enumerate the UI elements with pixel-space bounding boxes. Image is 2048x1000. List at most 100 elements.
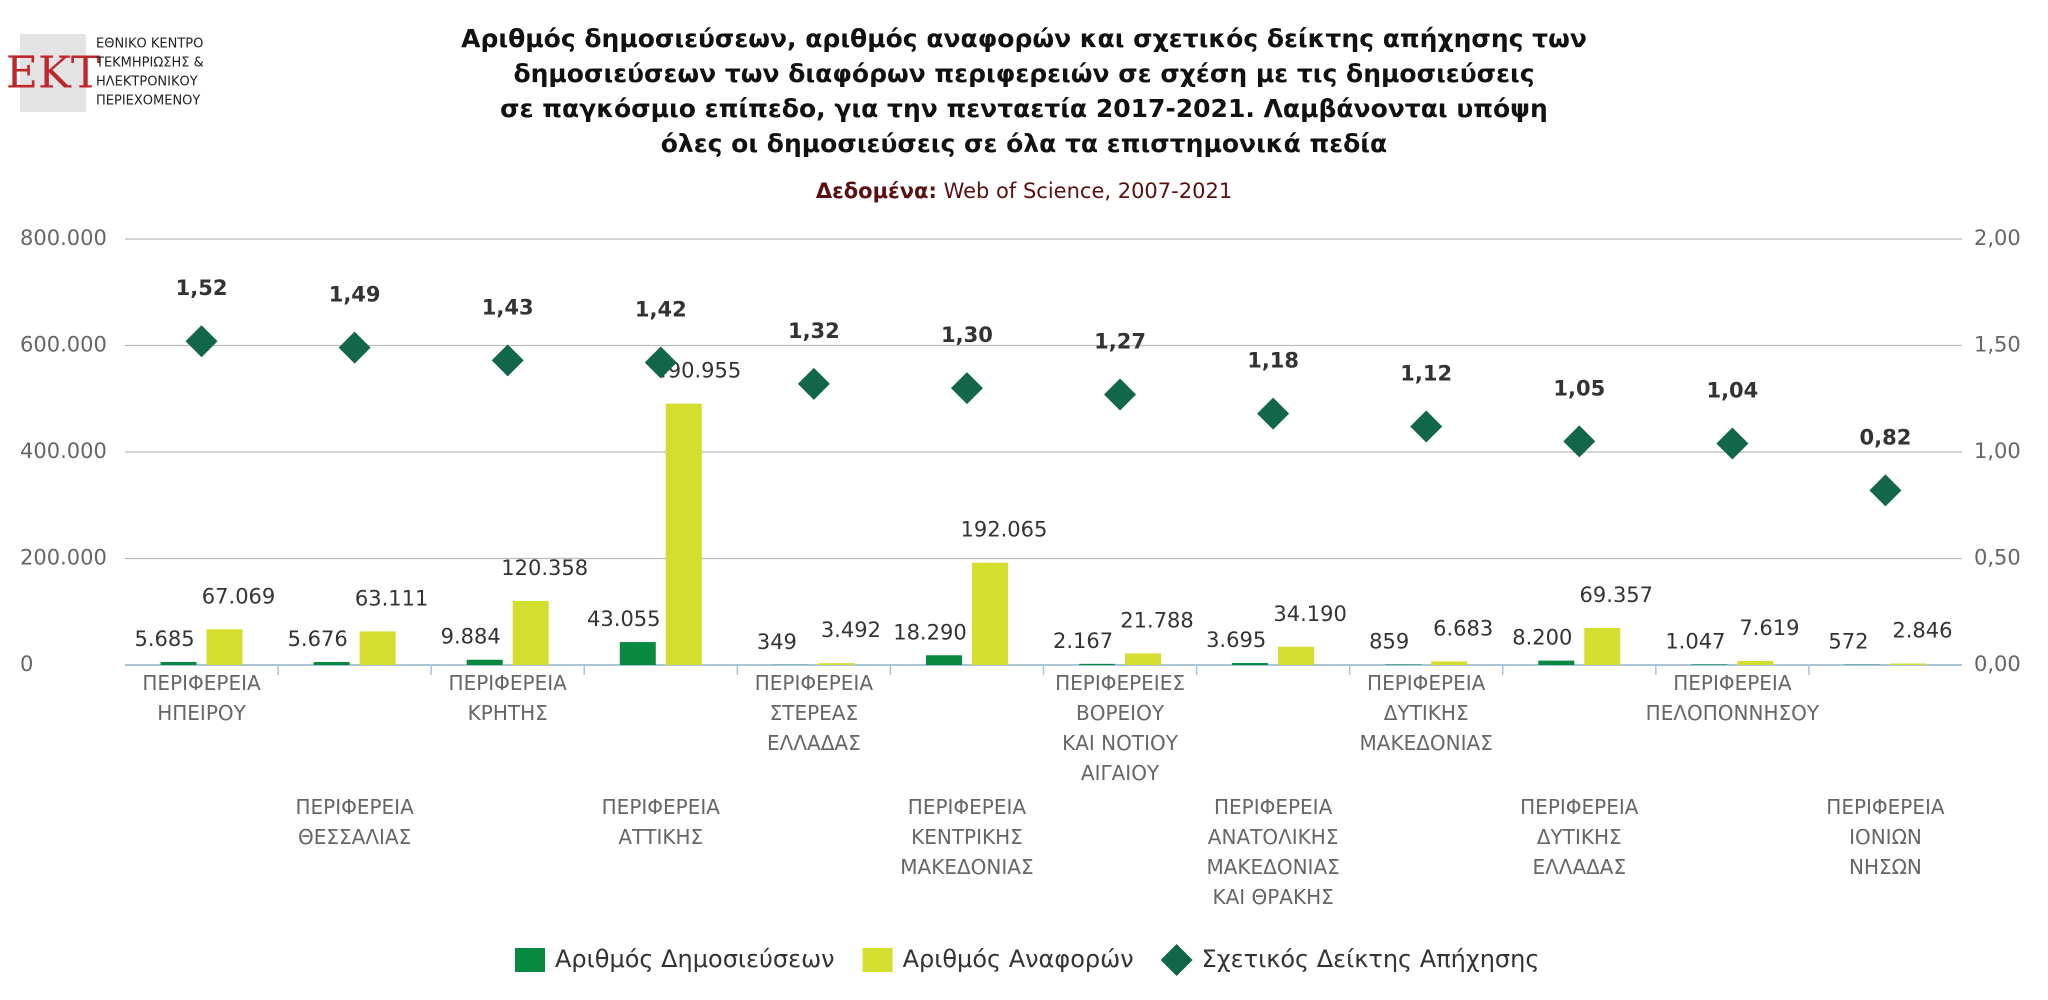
x-tick-label-line: ΙΟΝΙΩΝ — [1849, 825, 1922, 849]
data-label: 5.685 — [134, 627, 194, 651]
bar — [466, 659, 503, 665]
data-label: 1,52 — [176, 276, 228, 300]
data-label: 6.683 — [1433, 616, 1493, 640]
data-label: 192.065 — [961, 518, 1048, 542]
data-label: 1,43 — [482, 295, 534, 319]
x-tick-label-line: ΠΕΡΙΦΕΡΕΙΑ — [142, 671, 261, 695]
bar — [818, 663, 855, 665]
x-tick-label-line: ΝΗΣΩΝ — [1849, 855, 1922, 879]
x-tick-label-line: ΘΕΣΣΑΛΙΑΣ — [298, 825, 411, 849]
x-tick-label-line: ΚΕΝΤΡΙΚΗΣ — [911, 825, 1023, 849]
x-tick-label-line: ΠΕΡΙΦΕΡΕΙΑ — [449, 671, 568, 695]
bar — [206, 629, 243, 665]
logo-text: ΠΕΡΙΕΧΟΜΕΝΟΥ — [96, 94, 200, 109]
x-tick-label-line: ΒΟΡΕΙΟΥ — [1076, 701, 1165, 725]
y2-tick-label: 2,00 — [1974, 226, 2021, 250]
bar — [1890, 663, 1927, 665]
bar — [1431, 661, 1468, 665]
y-tick-label: 200.000 — [20, 546, 107, 570]
bar — [313, 661, 350, 665]
legend-swatch — [862, 948, 893, 972]
x-tick-label-line: ΠΕΡΙΦΕΡΕΙΑ — [908, 795, 1027, 819]
x-tick-label-line: ΠΕΡΙΦΕΡΕΙΑ — [295, 795, 414, 819]
bar — [1691, 664, 1728, 665]
x-tick-label-line: ΠΕΡΙΦΕΡΕΙΑ — [1673, 671, 1792, 695]
legend-label: Αριθμός Δημοσιεύσεων — [555, 945, 835, 973]
bar — [1079, 663, 1116, 665]
x-tick-label: ΠΕΡΙΦΕΡΕΙΑ ΔΥΤΙΚΗΣ ΕΛΛΑΔΑΣ — [1520, 795, 1639, 879]
x-tick-label-line: ΠΕΛΟΠΟΝΝΗΣΟΥ — [1646, 701, 1820, 725]
bar — [619, 642, 656, 665]
x-tick-label-line: ΗΠΕΙΡΟΥ — [157, 701, 246, 725]
data-label: 9.884 — [441, 625, 501, 649]
x-tick-label-line: ΠΕΡΙΦΕΡΕΙΑ — [1826, 795, 1945, 819]
diamond — [1410, 410, 1443, 443]
logo-mark: ΕΚΤ — [6, 48, 100, 99]
data-label: 21.788 — [1120, 608, 1193, 632]
data-label: 1,49 — [329, 283, 381, 307]
legend-swatch — [515, 948, 545, 972]
bar — [1232, 663, 1269, 665]
x-tick-label: ΠΕΡΙΦΕΡΕΙΑ ΙΟΝΙΩΝ ΝΗΣΩΝ — [1826, 795, 1945, 879]
diamond — [644, 346, 677, 379]
data-label: 3.492 — [821, 618, 881, 642]
subtitle: Δεδομένα: Web of Science, 2007-2021 — [816, 179, 1232, 203]
x-tick-label-line: ΠΕΡΙΦΕΡΕΙΑ — [602, 795, 721, 819]
bar — [359, 631, 396, 665]
data-label: 1,32 — [788, 319, 840, 343]
y2-tick-label: 0,50 — [1974, 546, 2021, 570]
x-tick-label: ΠΕΡΙΦΕΡΕΙΑ ΔΥΤΙΚΗΣ ΜΑΚΕΔΟΝΙΑΣ — [1360, 671, 1493, 755]
x-tick-label: ΠΕΡΙΦΕΡΕΙΑ ΚΡΗΤΗΣ — [449, 671, 568, 725]
data-label: 18.290 — [893, 620, 966, 644]
diamond — [1716, 427, 1749, 460]
x-tick-label-line: ΣΤΕΡΕΑΣ — [770, 701, 859, 725]
x-tick-label-line: ΚΑΙ ΘΡΑΚΗΣ — [1212, 885, 1333, 909]
data-label: 349 — [757, 630, 797, 654]
diamond — [491, 344, 524, 377]
data-label: 120.358 — [501, 556, 588, 580]
data-label: 69.357 — [1580, 583, 1653, 607]
data-label: 43.055 — [587, 607, 660, 631]
bar — [1278, 646, 1315, 665]
bar — [160, 661, 197, 665]
x-tick-label: ΠΕΡΙΦΕΡΕΙΑ ΑΝΑΤΟΛΙΚΗΣ ΜΑΚΕΔΟΝΙΑΣ ΚΑΙ ΘΡΑΚΗΣ — [1206, 795, 1339, 909]
y-tick-label: 0 — [20, 652, 33, 676]
x-tick-label: ΠΕΡΙΦΕΡΕΙΑ ΣΤΕΡΕΑΣ ΕΛΛΑΔΑΣ — [755, 671, 874, 755]
y2-tick-label: 0,00 — [1974, 652, 2021, 676]
data-label: 8.200 — [1512, 626, 1572, 650]
x-tick-label-line: ΕΛΛΑΔΑΣ — [1532, 855, 1626, 879]
bar — [1125, 653, 1162, 665]
data-label: 2.846 — [1892, 618, 1952, 642]
x-tick-label: ΠΕΡΙΦΕΡΕΙΑ ΠΕΛΟΠΟΝΝΗΣΟΥ — [1646, 671, 1820, 725]
legend-swatch — [1160, 944, 1193, 976]
chart-title: δημοσιεύσεων των διαφόρων περιφερειών σε… — [513, 59, 1534, 88]
diamond — [1257, 397, 1290, 430]
x-tick-label-line: ΔΥΤΙΚΗΣ — [1384, 701, 1469, 725]
data-label: 859 — [1369, 630, 1409, 654]
x-tick-label: ΠΕΡΙΦΕΡΕΙΑ ΘΕΣΣΑΛΙΑΣ — [295, 795, 414, 849]
y-tick-label: 600.000 — [20, 333, 107, 357]
data-label: 34.190 — [1273, 602, 1346, 626]
data-label: 1,42 — [635, 298, 687, 322]
logo-text: ΤΕΚΜΗΡΙΩΣΗΣ & — [95, 56, 204, 71]
bar — [971, 562, 1008, 665]
bar — [665, 403, 702, 665]
y-tick-label: 800.000 — [20, 226, 107, 250]
bar — [512, 600, 549, 665]
legend-label: Σχετικός Δείκτης Απήχησης — [1202, 945, 1540, 973]
data-label: 0,82 — [1860, 425, 1912, 449]
x-tick-label-line: ΑΤΤΙΚΗΣ — [618, 825, 703, 849]
diamond — [338, 331, 371, 364]
data-label: 1,05 — [1553, 376, 1605, 400]
x-tick-label: ΠΕΡΙΦΕΡΕΙΑ ΗΠΕΙΡΟΥ — [142, 671, 261, 725]
data-label: 1.047 — [1665, 629, 1725, 653]
x-tick-label-line: ΚΑΙ ΝΟΤΙΟΥ — [1062, 731, 1179, 755]
diamond — [1563, 425, 1596, 458]
logo-box — [20, 34, 86, 112]
bar — [1584, 628, 1621, 665]
x-tick-label-line: ΑΙΓΑΙΟΥ — [1081, 761, 1160, 785]
diamond — [1104, 378, 1137, 411]
diamond — [950, 372, 983, 405]
x-tick-label-line: ΚΡΗΤΗΣ — [468, 701, 548, 725]
